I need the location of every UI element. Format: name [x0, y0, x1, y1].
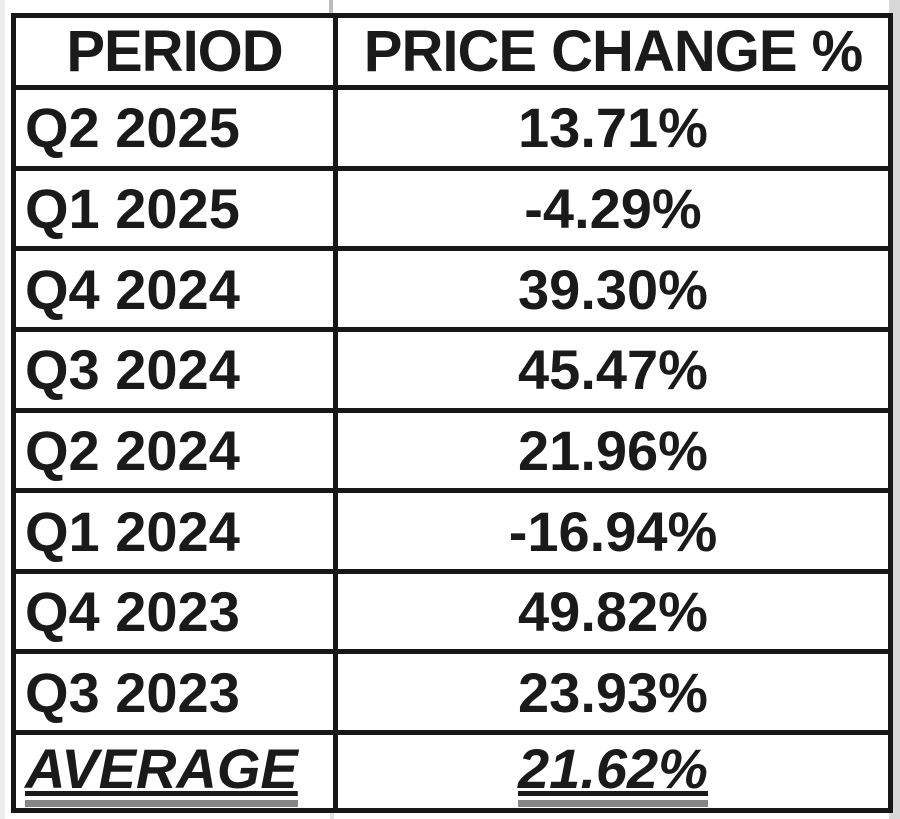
- average-label: AVERAGE: [25, 739, 298, 806]
- table-row: Q3 2023 23.93%: [11, 649, 893, 736]
- average-value: 21.62%: [518, 739, 708, 806]
- value-cell: 23.93%: [333, 649, 893, 736]
- table-row: Q2 2025 13.71%: [11, 85, 893, 171]
- column-gridline-below-table: [330, 811, 334, 819]
- column-gridline-above-table: [329, 0, 333, 14]
- period-cell: Q1 2024: [11, 488, 338, 574]
- table-row: Q2 2024 21.96%: [11, 407, 893, 494]
- sheet-edge-gridline-right: [889, 0, 900, 819]
- period-cell: Q3 2023: [11, 649, 338, 736]
- value-cell: 49.82%: [333, 568, 893, 655]
- period-cell: Q2 2024: [11, 407, 338, 494]
- period-cell: Q4 2023: [11, 568, 338, 655]
- table-row: Q4 2024 39.30%: [11, 246, 893, 332]
- value-cell: 13.71%: [333, 85, 893, 171]
- value-cell: 39.30%: [333, 246, 893, 332]
- period-cell: Q1 2025: [11, 165, 338, 252]
- table-row: Q3 2024 45.47%: [11, 326, 893, 413]
- period-cell: Q4 2024: [11, 246, 338, 332]
- period-cell: Q2 2025: [11, 85, 338, 171]
- header-price-change: PRICE CHANGE %: [333, 13, 893, 90]
- header-row: PERIOD PRICE CHANGE %: [11, 13, 893, 90]
- header-period: PERIOD: [11, 13, 338, 90]
- table-row: Q4 2023 49.82%: [11, 568, 893, 655]
- value-cell: 45.47%: [333, 326, 893, 413]
- value-cell: 21.96%: [333, 407, 893, 494]
- sheet-edge-gridline-left: [0, 0, 5, 819]
- value-cell: -4.29%: [333, 165, 893, 252]
- table-row: Q1 2025 -4.29%: [11, 165, 893, 252]
- average-value-cell: 21.62%: [333, 730, 893, 813]
- average-row: AVERAGE 21.62%: [11, 730, 893, 813]
- price-change-table: PERIOD PRICE CHANGE % Q2 2025 13.71% Q1 …: [11, 13, 893, 813]
- average-label-cell: AVERAGE: [11, 730, 338, 813]
- table-row: Q1 2024 -16.94%: [11, 488, 893, 574]
- value-cell: -16.94%: [333, 488, 893, 574]
- period-cell: Q3 2024: [11, 326, 338, 413]
